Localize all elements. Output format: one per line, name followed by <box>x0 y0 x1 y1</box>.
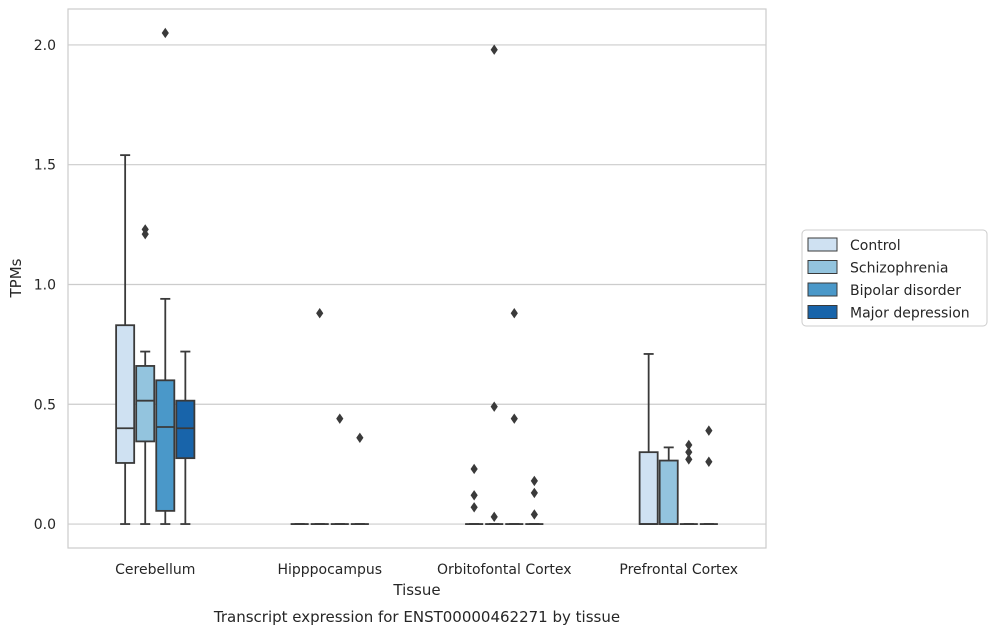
outlier-point <box>510 413 518 424</box>
box-control <box>115 154 136 525</box>
legend-label: Control <box>850 238 901 254</box>
box-major-depression <box>525 475 544 525</box>
outlier-point <box>510 308 518 319</box>
outlier-point <box>490 44 498 55</box>
outlier-point <box>470 490 478 501</box>
legend-label: Schizophrenia <box>850 261 948 277</box>
outlier-point <box>530 475 538 487</box>
box-schizophrenia <box>485 44 504 525</box>
y-tick-label: 1.0 <box>34 277 56 293</box>
y-tick-label: 2.0 <box>34 38 56 54</box>
legend-swatch <box>807 237 838 252</box>
x-tick-label: Orbitofontal Cortex <box>437 562 572 578</box>
outlier-point <box>141 228 149 240</box>
box-major-depression <box>699 425 718 525</box>
outlier-point <box>530 509 538 520</box>
box-schizophrenia <box>310 308 329 525</box>
box-groups <box>115 27 718 525</box>
box-bipolar-disorder <box>155 27 176 525</box>
outlier-point <box>685 439 693 451</box>
outlier-point <box>685 446 693 458</box>
x-axis-ticks: Cerebellum Hipppocampus Orbitofontal Corte… <box>115 562 738 578</box>
outlier-point <box>490 401 498 412</box>
x-axis-title: Tissue <box>392 581 440 599</box>
y-tick-label: 1.5 <box>34 158 56 174</box>
legend-swatch <box>807 282 838 297</box>
outlier-point <box>336 413 344 424</box>
box-major-depression <box>175 350 196 525</box>
outlier-point <box>705 456 713 467</box>
box-bipolar-disorder <box>505 308 524 525</box>
box-iqr <box>115 324 136 464</box>
legend-label: Bipolar disorder <box>850 283 961 299</box>
y-tick-label: 0.5 <box>34 397 56 413</box>
box-schizophrenia <box>135 224 156 525</box>
legend-swatch <box>807 260 838 274</box>
outlier-point <box>470 502 478 513</box>
outlier-point <box>316 308 324 319</box>
y-tick-label: 0.0 <box>34 517 56 533</box>
legend: Control Schizophrenia Bipolar disorder Majo… <box>801 229 988 327</box>
x-tick-label: Hipppocampus <box>277 562 382 578</box>
box-iqr <box>135 365 156 443</box>
box-bipolar-disorder <box>330 413 349 525</box>
plot-area-frame <box>67 8 767 549</box>
box-schizophrenia <box>658 446 679 525</box>
box-bipolar-disorder <box>679 439 698 525</box>
box-major-depression <box>350 432 369 525</box>
legend-frame <box>801 229 988 327</box>
box-iqr <box>175 399 196 460</box>
x-tick-label: Prefrontal Cortex <box>619 562 738 578</box>
outlier-point <box>470 463 478 475</box>
y-axis-title: TPMs <box>7 258 25 298</box>
outlier-point <box>356 432 364 444</box>
outlier-point <box>705 425 713 436</box>
box-control <box>638 353 659 525</box>
outlier-point <box>490 511 498 523</box>
box-control <box>465 463 484 525</box>
y-axis-ticks: 0.0 0.5 1.0 1.5 2.0 <box>34 38 56 533</box>
legend-swatch <box>807 305 838 319</box>
legend-label: Major depression <box>850 306 970 322</box>
outlier-point <box>530 487 538 499</box>
outlier-point <box>685 454 693 465</box>
box-iqr <box>658 459 679 525</box>
x-tick-label: Cerebellum <box>115 562 195 578</box>
box-iqr <box>638 451 659 525</box>
box-iqr <box>155 379 176 512</box>
outlier-point <box>161 27 169 39</box>
chart-caption: Transcript expression for ENST0000046227… <box>213 608 620 626</box>
